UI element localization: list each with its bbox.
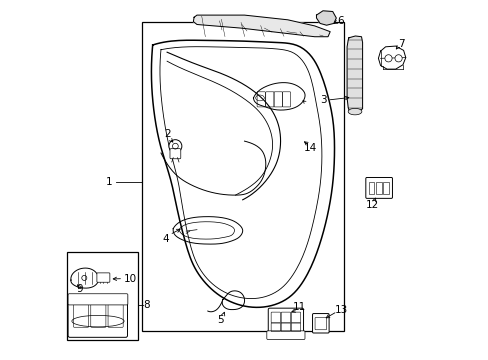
Polygon shape (193, 15, 329, 37)
Circle shape (384, 55, 391, 62)
FancyBboxPatch shape (312, 314, 328, 333)
Text: 14: 14 (303, 143, 316, 153)
Text: 8: 8 (142, 300, 149, 310)
Polygon shape (346, 36, 362, 113)
Text: 7: 7 (397, 39, 404, 49)
Text: 6: 6 (337, 16, 344, 26)
FancyBboxPatch shape (266, 331, 305, 339)
Text: 4: 4 (162, 234, 168, 244)
Text: 12: 12 (365, 200, 378, 210)
FancyBboxPatch shape (170, 149, 181, 159)
FancyBboxPatch shape (68, 294, 127, 305)
FancyBboxPatch shape (68, 295, 127, 337)
FancyBboxPatch shape (365, 177, 392, 198)
Bar (375, 182, 381, 194)
Ellipse shape (347, 108, 361, 115)
Circle shape (168, 140, 182, 153)
Text: 13: 13 (334, 305, 347, 315)
FancyBboxPatch shape (268, 308, 303, 334)
Text: 1: 1 (106, 177, 113, 187)
Text: 11: 11 (292, 302, 305, 312)
Text: 5: 5 (216, 315, 223, 325)
Text: 2: 2 (163, 129, 170, 139)
Polygon shape (316, 11, 336, 25)
Bar (383, 182, 388, 194)
Text: 9: 9 (76, 284, 83, 294)
Circle shape (394, 55, 401, 62)
Bar (368, 182, 374, 194)
Text: 3: 3 (319, 95, 325, 105)
Text: 10: 10 (123, 274, 137, 284)
Bar (142, 22, 343, 331)
Bar (67, 252, 137, 340)
FancyBboxPatch shape (97, 273, 110, 282)
